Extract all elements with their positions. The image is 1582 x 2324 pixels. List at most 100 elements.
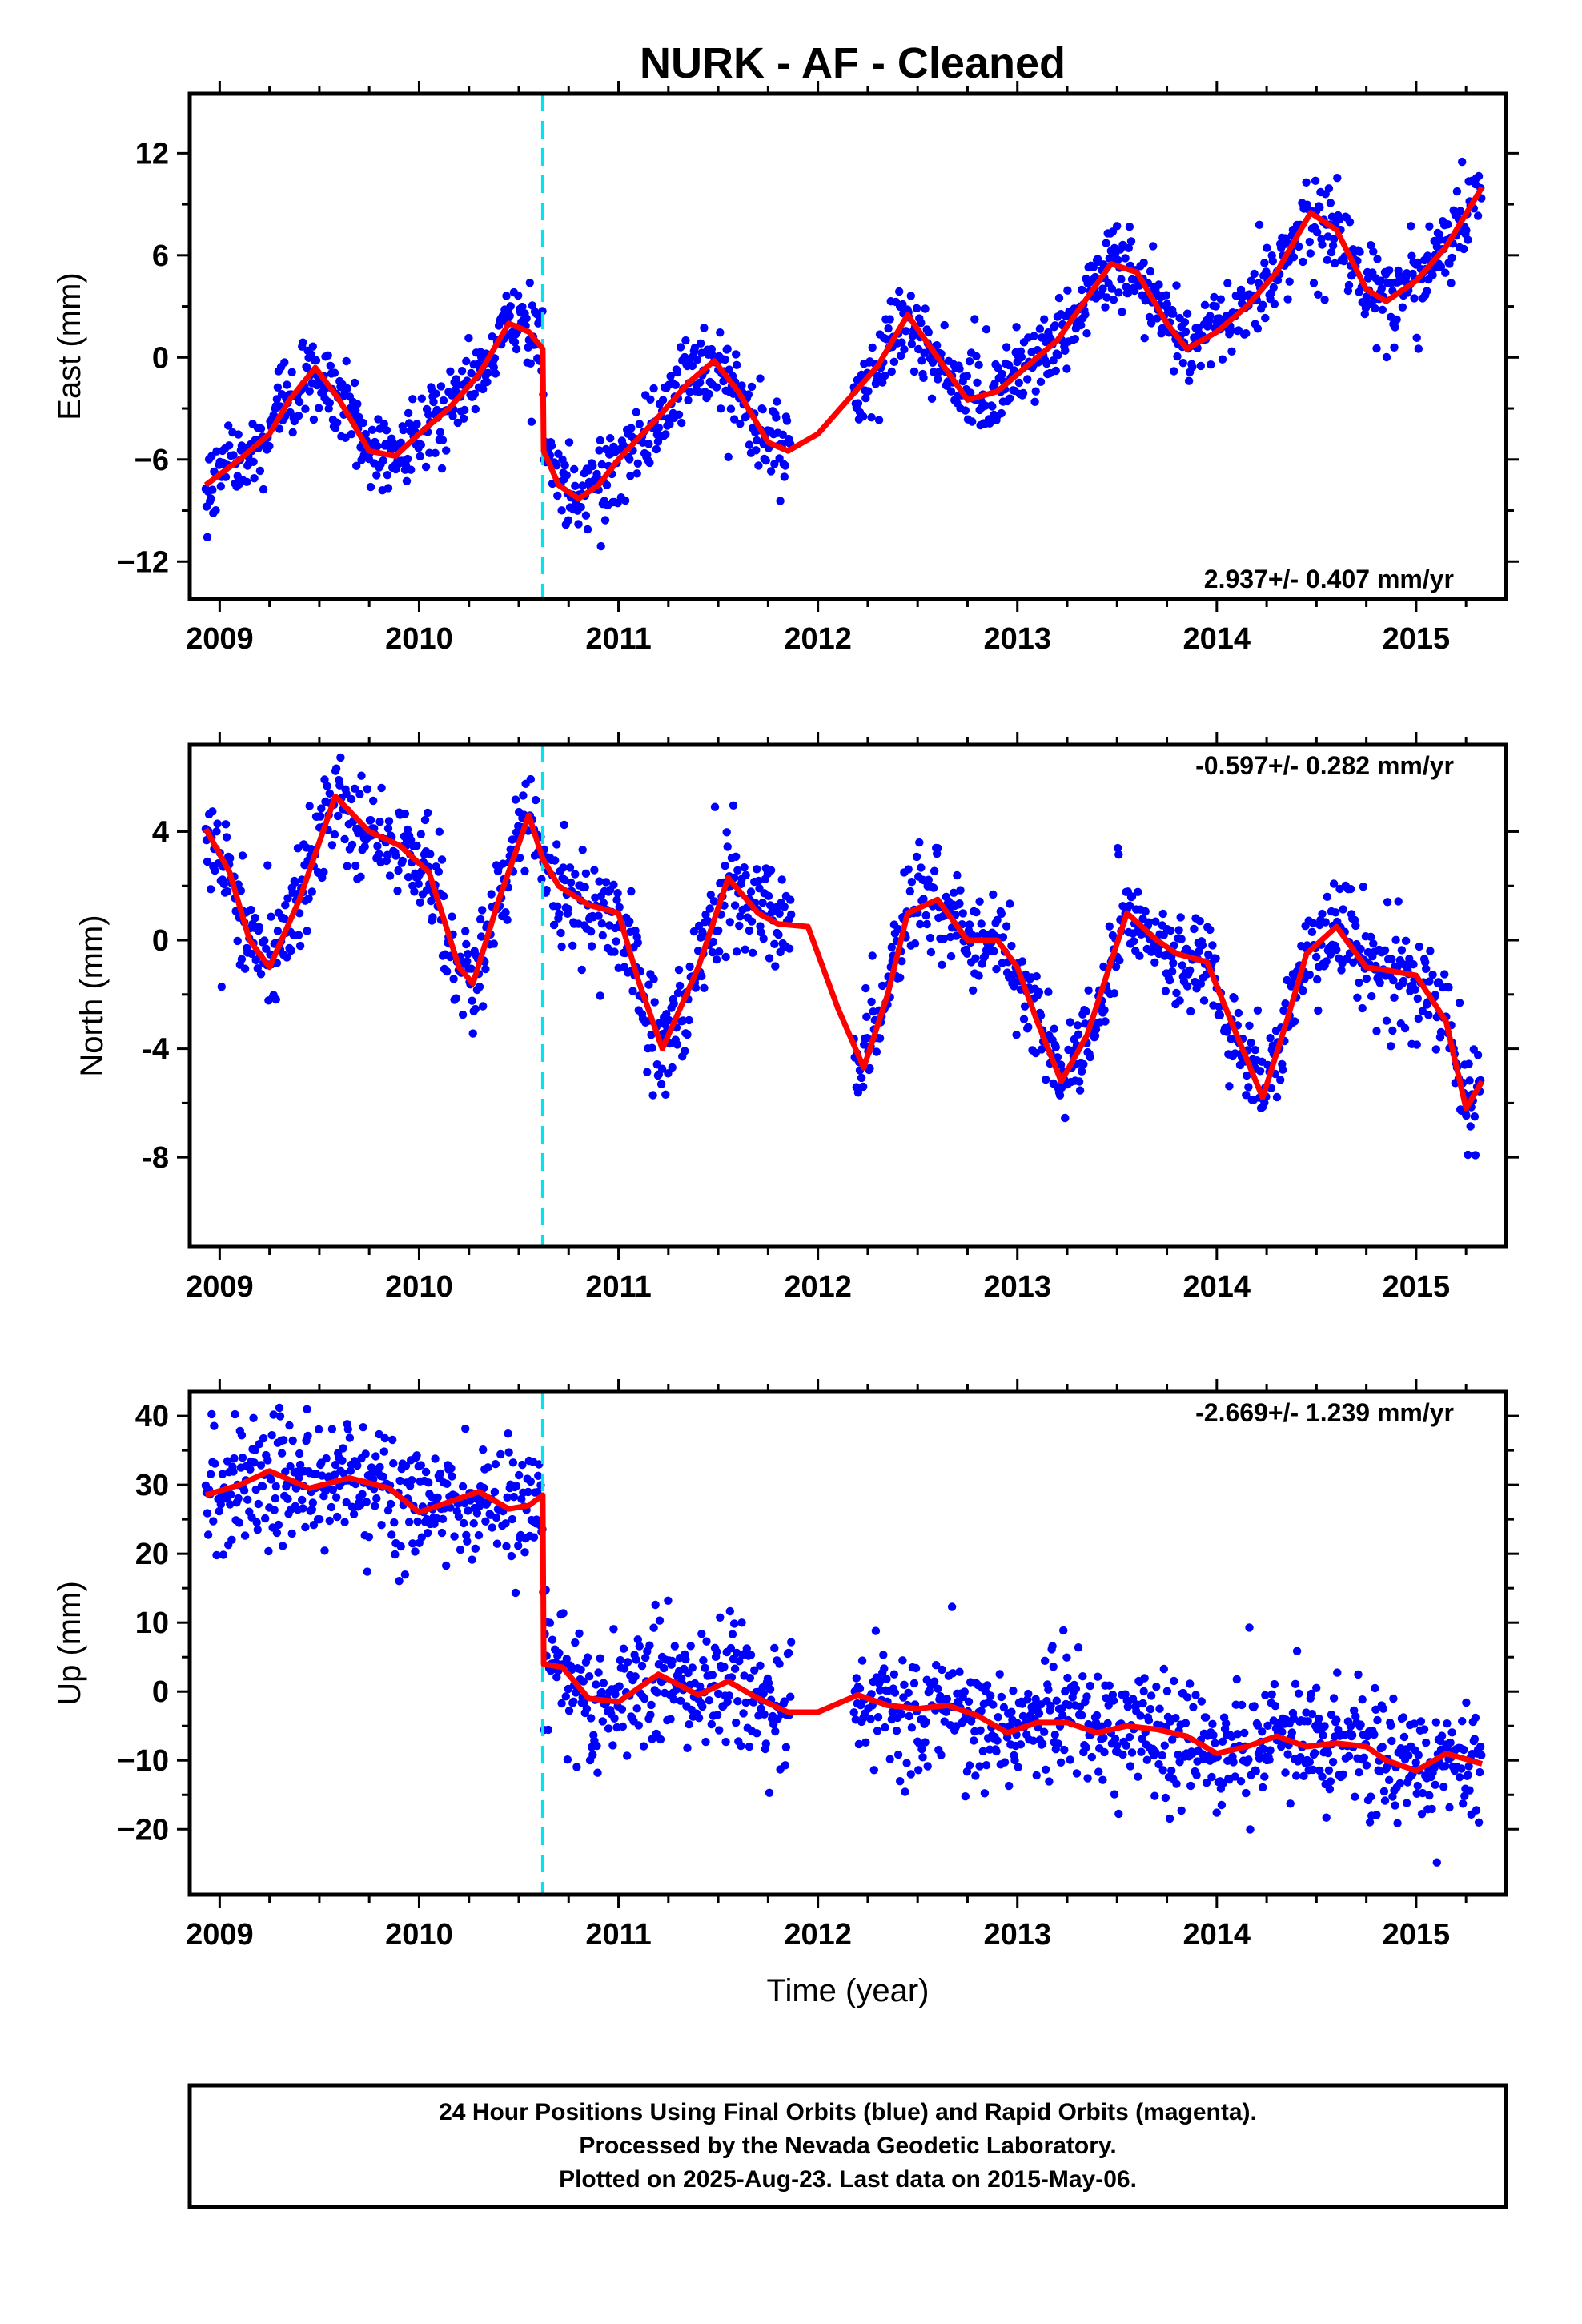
- data-point: [272, 1528, 282, 1538]
- data-point: [559, 1609, 568, 1618]
- data-point: [291, 878, 300, 887]
- data-point: [1303, 1717, 1312, 1726]
- data-point: [867, 997, 876, 1007]
- data-point: [263, 1456, 272, 1465]
- data-point: [352, 461, 361, 470]
- x-tick-label: 2013: [983, 622, 1051, 656]
- data-point: [1024, 1023, 1033, 1031]
- data-point: [1030, 332, 1038, 340]
- data-point: [1388, 1026, 1397, 1035]
- data-point: [720, 1663, 729, 1671]
- data-point: [1215, 1003, 1224, 1011]
- x-tick-label: 2014: [1183, 1918, 1251, 1952]
- data-point: [696, 1682, 705, 1691]
- data-point: [1474, 171, 1484, 181]
- data-point: [299, 338, 307, 347]
- data-point: [1250, 269, 1259, 279]
- data-point: [1462, 1111, 1471, 1120]
- data-point: [1377, 284, 1387, 293]
- y-tick-label: 20: [135, 1538, 169, 1571]
- data-point: [1353, 993, 1362, 1003]
- data-point: [741, 870, 750, 880]
- data-point: [1070, 335, 1080, 344]
- data-point: [1398, 303, 1407, 312]
- data-point: [1230, 994, 1239, 1003]
- data-point: [1229, 1758, 1238, 1767]
- data-point: [920, 348, 929, 357]
- data-point: [997, 909, 1006, 919]
- data-point: [942, 1707, 951, 1716]
- data-point: [633, 938, 642, 947]
- data-point: [295, 397, 304, 407]
- data-point: [398, 856, 407, 866]
- data-point: [696, 378, 705, 387]
- data-point: [1079, 1059, 1088, 1069]
- data-point: [1189, 1703, 1198, 1711]
- data-point: [325, 789, 334, 798]
- data-point: [1175, 996, 1184, 1005]
- data-point: [1302, 178, 1311, 187]
- data-point: [1267, 1690, 1276, 1699]
- data-point: [1113, 222, 1122, 231]
- data-point: [1014, 378, 1024, 388]
- y-tick-label: 6: [152, 239, 169, 273]
- data-point: [224, 421, 233, 430]
- data-point: [915, 838, 924, 847]
- data-point: [355, 790, 364, 798]
- data-point: [1010, 982, 1018, 991]
- data-point: [1369, 939, 1378, 948]
- data-point: [511, 1588, 520, 1598]
- data-point: [1413, 994, 1423, 1003]
- data-point: [1032, 972, 1041, 981]
- data-point: [627, 424, 636, 432]
- data-point: [1050, 1024, 1058, 1033]
- data-point: [1426, 947, 1435, 955]
- data-point: [1292, 1647, 1302, 1655]
- data-point: [1082, 1743, 1090, 1752]
- data-point: [233, 936, 242, 946]
- data-point: [866, 1715, 875, 1723]
- data-point: [1399, 976, 1408, 986]
- data-point: [1144, 1716, 1154, 1725]
- data-point: [1324, 1766, 1334, 1775]
- data-point: [698, 1702, 707, 1711]
- data-point: [1476, 1767, 1484, 1777]
- data-point: [464, 333, 473, 343]
- data-point: [1323, 892, 1332, 902]
- x-tick-label: 2009: [186, 622, 254, 656]
- data-point: [1332, 1715, 1341, 1724]
- data-point: [287, 946, 295, 955]
- data-point: [736, 912, 745, 921]
- data-point: [360, 842, 369, 851]
- data-point: [669, 999, 678, 1008]
- data-point: [1369, 247, 1378, 256]
- data-point: [413, 1517, 422, 1526]
- data-point: [437, 855, 447, 864]
- data-point: [780, 1697, 789, 1706]
- data-point: [1382, 352, 1391, 362]
- data-point: [1173, 352, 1182, 361]
- data-point: [1042, 1765, 1050, 1774]
- data-point: [259, 485, 268, 494]
- data-point: [438, 1514, 448, 1524]
- data-point: [771, 1727, 780, 1736]
- data-point: [463, 957, 472, 966]
- data-point: [757, 927, 765, 937]
- data-point: [1299, 1771, 1308, 1780]
- data-point: [655, 1616, 665, 1625]
- data-point: [315, 1515, 324, 1524]
- y-tick-label: −6: [135, 444, 169, 477]
- data-point: [1151, 917, 1160, 926]
- data-point: [514, 1541, 523, 1550]
- data-point: [1266, 1034, 1275, 1043]
- data-point: [408, 1539, 417, 1548]
- data-point: [1291, 1679, 1300, 1688]
- data-point: [464, 1506, 472, 1515]
- data-point: [1440, 970, 1449, 979]
- data-point: [471, 1004, 480, 1014]
- data-point: [1445, 1803, 1454, 1812]
- data-point: [555, 909, 564, 919]
- data-point: [1140, 1674, 1149, 1683]
- data-point: [1231, 1700, 1240, 1709]
- data-point: [1134, 1772, 1142, 1781]
